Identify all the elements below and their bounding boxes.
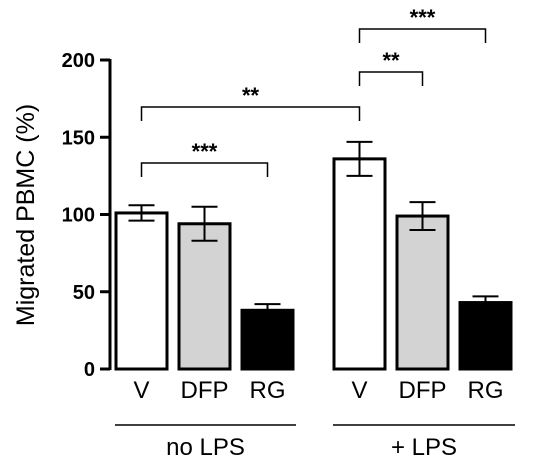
significance-bracket xyxy=(358,28,487,43)
significance-label: *** xyxy=(410,5,436,30)
significance-bracket xyxy=(140,106,361,121)
x-axis-labels: V DFP RG V DFP RG xyxy=(133,377,503,404)
significance-bracket xyxy=(140,162,269,177)
group-label: + LPS xyxy=(391,434,457,461)
y-axis-title: Migrated PBMC (%) xyxy=(12,104,40,326)
significance-bracket xyxy=(358,71,424,86)
x-tick-label: V xyxy=(133,377,149,404)
bar xyxy=(240,308,295,371)
y-tick-label: 200 xyxy=(62,50,95,72)
bar xyxy=(177,222,232,371)
x-tick-label: RG xyxy=(468,377,504,404)
bars xyxy=(114,157,513,371)
y-tick-label: 50 xyxy=(73,282,95,304)
x-tick-label: DFP xyxy=(181,377,229,404)
bar xyxy=(458,301,513,371)
group-labels: no LPS + LPS xyxy=(115,424,515,461)
y-tick-label: 0 xyxy=(84,359,95,381)
significance-brackets: ********** xyxy=(140,5,487,177)
y-axis: 0 50 100 150 200 xyxy=(62,50,112,381)
y-tick-label: 150 xyxy=(62,127,95,149)
bar xyxy=(114,211,169,371)
bar xyxy=(332,157,387,371)
bar xyxy=(395,214,450,371)
error-bars xyxy=(128,140,499,318)
x-tick-label: V xyxy=(351,377,367,404)
significance-label: ** xyxy=(242,83,260,108)
x-tick-label: RG xyxy=(250,377,286,404)
y-tick-label: 100 xyxy=(62,205,95,227)
group-label: no LPS xyxy=(166,434,245,461)
significance-label: *** xyxy=(192,139,218,164)
x-tick-label: DFP xyxy=(399,377,447,404)
significance-label: ** xyxy=(382,48,400,73)
